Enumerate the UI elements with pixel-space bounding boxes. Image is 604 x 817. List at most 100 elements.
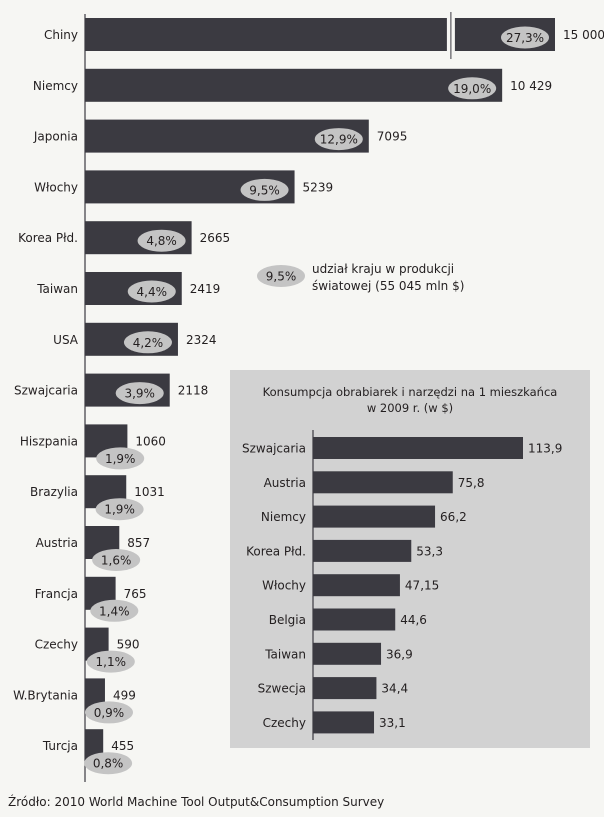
inset-category-label: Austria	[264, 476, 306, 490]
category-label: Czechy	[35, 638, 78, 652]
share-label: 4,2%	[133, 336, 164, 350]
share-pill	[86, 650, 135, 673]
share-label: 1,6%	[101, 554, 132, 568]
inset-category-label: Korea Płd.	[246, 544, 306, 558]
category-label: Chiny	[44, 28, 78, 42]
value-label: 2324	[186, 333, 217, 347]
category-label: Hiszpania	[20, 434, 78, 448]
legend-text-line2: światowej (55 045 mln $)	[312, 279, 464, 293]
share-pill	[96, 447, 145, 470]
category-label: Niemcy	[33, 79, 78, 93]
share-label: 0,9%	[94, 706, 125, 720]
legend-swatch	[257, 265, 305, 287]
share-pill	[501, 26, 549, 49]
inset-category-label: Włochy	[262, 579, 306, 593]
value-label: 765	[124, 587, 147, 601]
inset-value-label: 44,6	[400, 613, 427, 627]
inset-bar	[313, 642, 382, 665]
category-label: Szwajcaria	[14, 384, 78, 398]
share-pill	[137, 229, 186, 252]
inset-value-label: 113,9	[528, 442, 562, 456]
production-bar-chart: Chiny 15 000 27,3% Niemcy 10 429 19,0% Japonia…	[13, 12, 604, 782]
inset-category-label: Belgia	[269, 613, 306, 627]
category-label: Włochy	[34, 180, 78, 194]
value-label: 857	[127, 536, 150, 550]
share-pill	[448, 77, 497, 100]
category-label: Korea Płd.	[18, 231, 78, 245]
category-label: USA	[53, 333, 79, 347]
share-pill	[90, 599, 139, 622]
share-pill	[84, 752, 133, 775]
share-label: 9,5%	[249, 183, 280, 197]
inset-bar	[313, 505, 436, 528]
bar	[85, 18, 555, 51]
share-pill	[92, 549, 141, 571]
source-note: Źródło: 2010 World Machine Tool Output&C…	[8, 795, 385, 809]
inset-bar	[313, 574, 400, 597]
bar	[85, 68, 503, 102]
inset-bar	[313, 711, 375, 734]
value-label: 1060	[135, 434, 166, 448]
share-label: 27,3%	[506, 31, 544, 45]
inset-category-label: Czechy	[263, 716, 306, 730]
category-label: Austria	[36, 536, 78, 550]
inset-bar	[313, 437, 523, 459]
share-label: 1,4%	[99, 604, 130, 618]
share-label: 1,9%	[104, 503, 135, 517]
category-label: W.Brytania	[13, 688, 78, 702]
share-pill	[95, 498, 144, 521]
category-label: Turcja	[42, 739, 78, 753]
inset-category-label: Szwajcaria	[242, 442, 306, 456]
share-label: 12,9%	[320, 133, 358, 147]
value-label: 10 429	[510, 79, 552, 93]
inset-value-label: 33,1	[379, 716, 406, 730]
inset-title-line2: w 2009 r. (w $)	[367, 401, 453, 415]
share-pill	[123, 331, 172, 354]
share-pill	[115, 382, 164, 405]
inset-bar	[313, 539, 412, 562]
share-pill	[127, 280, 176, 303]
legend-sample-value: 9,5%	[266, 270, 297, 284]
category-label: Taiwan	[36, 282, 78, 296]
inset-bars: Szwajcaria 113,9 Austria 75,8 Niemcy 66,2 Kore…	[242, 430, 562, 740]
value-label: 455	[111, 739, 134, 753]
value-label: 2665	[200, 231, 231, 245]
category-label: Francja	[35, 587, 78, 601]
inset-value-label: 66,2	[440, 510, 467, 524]
value-label: 7095	[377, 130, 408, 144]
inset-bar	[313, 471, 453, 494]
value-label: 590	[117, 638, 140, 652]
share-pill	[240, 178, 289, 201]
legend-text-line1: udział kraju w produkcji	[312, 262, 454, 276]
inset-title-line1: Konsumpcja obrabiarek i narzędzi na 1 mi…	[263, 385, 558, 399]
inset-value-label: 36,9	[386, 647, 413, 661]
share-label: 1,9%	[105, 452, 136, 466]
inset-value-label: 34,4	[381, 682, 408, 696]
value-label: 2118	[178, 384, 209, 398]
consumption-inset-chart: Konsumpcja obrabiarek i narzędzi na 1 mi…	[230, 370, 590, 748]
inset-value-label: 53,3	[416, 544, 443, 558]
inset-bar	[313, 677, 377, 700]
share-label: 19,0%	[453, 82, 491, 96]
category-label: Brazylia	[30, 485, 78, 499]
inset-category-label: Niemcy	[261, 510, 306, 524]
inset-bar	[313, 608, 396, 631]
category-label: Japonia	[33, 130, 78, 144]
value-label: 15 000	[563, 28, 604, 42]
value-label: 1031	[134, 485, 165, 499]
value-label: 499	[113, 688, 136, 702]
share-label: 1,1%	[96, 655, 127, 669]
share-label: 4,4%	[137, 285, 168, 299]
value-label: 5239	[303, 180, 334, 194]
inset-value-label: 75,8	[458, 476, 485, 490]
inset-value-label: 47,15	[405, 579, 439, 593]
inset-category-label: Szwecja	[258, 682, 306, 696]
share-label: 0,8%	[93, 757, 124, 771]
value-label: 2419	[190, 282, 221, 296]
legend: 9,5% udział kraju w produkcji światowej …	[257, 262, 464, 293]
share-pill	[84, 701, 133, 724]
inset-category-label: Taiwan	[264, 647, 306, 661]
share-label: 3,9%	[124, 387, 155, 401]
share-label: 4,8%	[146, 234, 177, 248]
